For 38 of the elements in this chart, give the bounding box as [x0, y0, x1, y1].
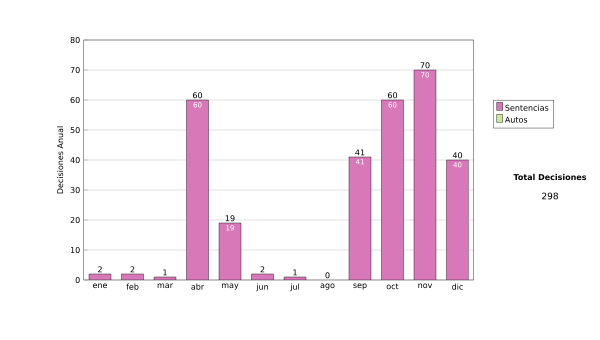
- x-tick-label: oct: [386, 284, 399, 290]
- y-tick-label: 40: [70, 156, 80, 164]
- x-tick-label: feb: [126, 284, 138, 290]
- total-label: 0: [325, 272, 330, 278]
- total-label: 2: [98, 266, 102, 272]
- legend-label: Sentencias: [505, 104, 548, 111]
- y-tick-label: 10: [70, 246, 80, 254]
- total-label: 1: [293, 269, 297, 276]
- x-tick-label: nov: [418, 284, 432, 288]
- x-tick-label: ago: [320, 284, 334, 290]
- x-tick-label: jun: [256, 284, 268, 292]
- x-tick-label: jul: [290, 284, 300, 292]
- total-label: 60: [192, 92, 202, 98]
- total-label: 2: [130, 266, 134, 272]
- y-tick-label: 60: [70, 96, 80, 104]
- y-tick-label: 80: [70, 36, 80, 44]
- total-label: 70: [420, 62, 430, 68]
- y-tick-label: 20: [70, 216, 80, 224]
- x-tick-label: mar: [158, 284, 174, 288]
- total-label: 19: [226, 215, 235, 222]
- text: Total Decisiones: [513, 174, 586, 180]
- y-tick-label: 0: [76, 276, 80, 284]
- legend-label: Autos: [504, 116, 528, 123]
- y-tick-label: 30: [70, 186, 80, 194]
- x-tick-label: sep: [353, 284, 367, 290]
- total-label: 2: [260, 266, 264, 272]
- total-label: 1: [163, 269, 167, 276]
- x-tick-label: may: [222, 284, 238, 290]
- y-tick-label: 50: [70, 126, 80, 134]
- total-label: 40: [452, 152, 462, 158]
- y-tick-label: 70: [70, 66, 80, 74]
- x-tick-label: abr: [191, 284, 204, 290]
- total-label: 60: [388, 92, 398, 98]
- x-tick-label: dic: [452, 284, 463, 290]
- text: 298: [542, 192, 558, 200]
- x-tick-label: ene: [92, 284, 108, 288]
- y-axis-title: Decisiones Anual: [57, 126, 64, 194]
- total-label: 41: [355, 149, 364, 156]
